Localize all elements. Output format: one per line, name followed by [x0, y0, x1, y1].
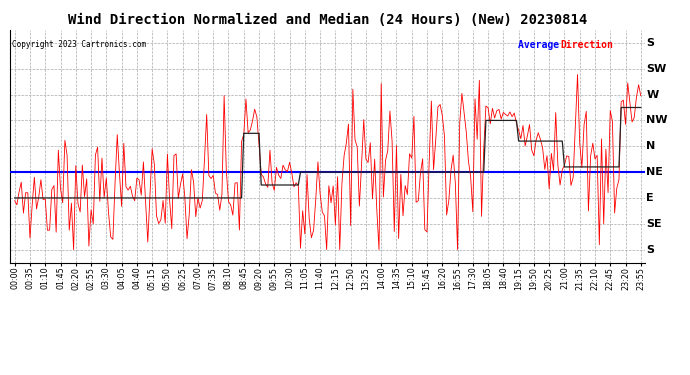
Text: E: E	[647, 193, 654, 203]
Text: W: W	[647, 90, 659, 100]
Text: SW: SW	[647, 64, 667, 74]
Text: SE: SE	[647, 219, 662, 229]
Text: Copyright 2023 Cartronics.com: Copyright 2023 Cartronics.com	[12, 40, 146, 50]
Title: Wind Direction Normalized and Median (24 Hours) (New) 20230814: Wind Direction Normalized and Median (24…	[68, 13, 587, 27]
Text: N: N	[647, 141, 656, 151]
Text: NW: NW	[647, 116, 668, 125]
Text: S: S	[647, 244, 654, 255]
Text: S: S	[647, 38, 654, 48]
Text: Average: Average	[518, 40, 565, 51]
Text: NE: NE	[647, 167, 663, 177]
Text: Direction: Direction	[560, 40, 613, 51]
